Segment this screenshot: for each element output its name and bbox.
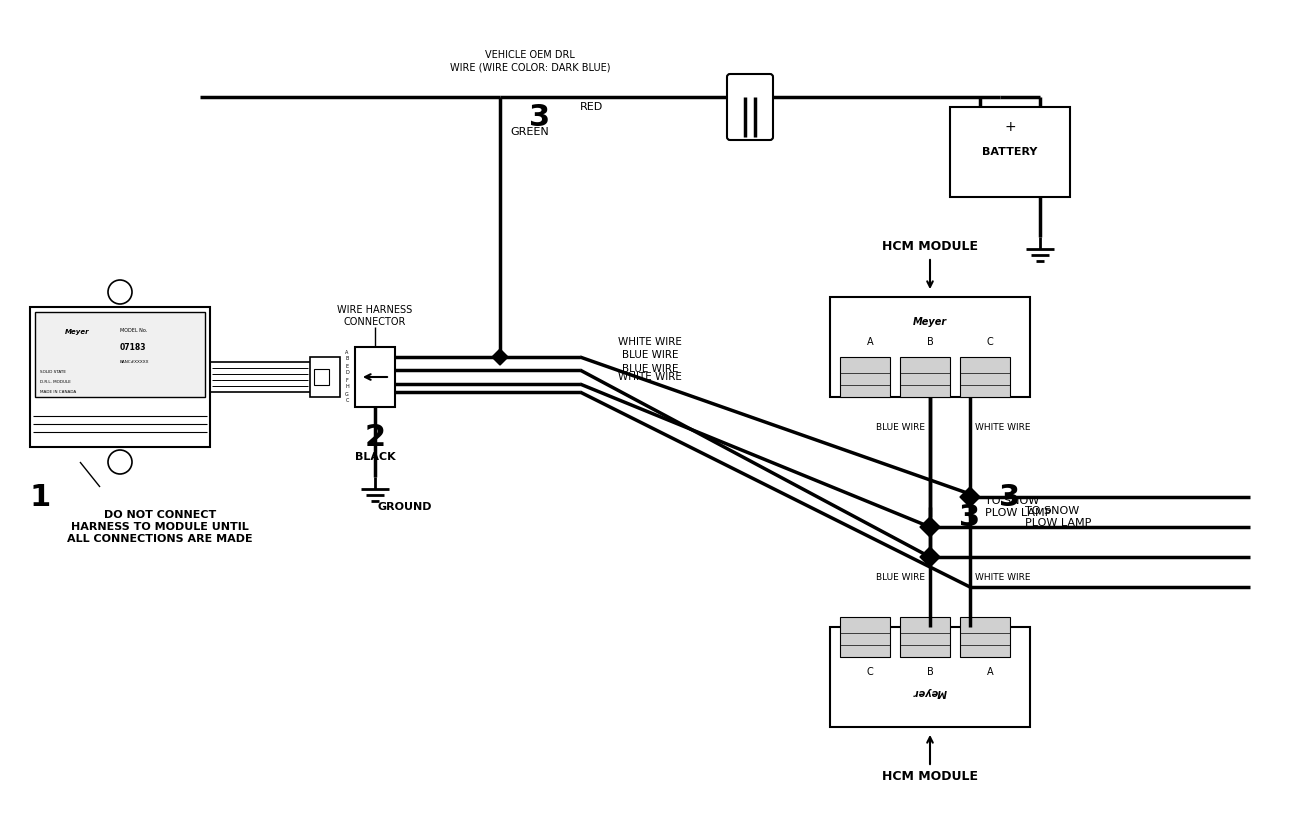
Bar: [899, 357, 950, 397]
Bar: [35, 312, 205, 397]
Text: 3: 3: [960, 502, 981, 532]
Text: WHITE WIRE: WHITE WIRE: [975, 573, 1030, 582]
Bar: [950, 107, 1070, 197]
Text: 2: 2: [364, 422, 385, 452]
Text: WIRE HARNESS
CONNECTOR: WIRE HARNESS CONNECTOR: [337, 306, 413, 327]
Text: BLUE WIRE: BLUE WIRE: [621, 364, 678, 374]
Text: BLUE WIRE: BLUE WIRE: [621, 350, 678, 360]
Bar: [840, 357, 890, 397]
Polygon shape: [960, 487, 981, 507]
Text: BANC#XXXXX: BANC#XXXXX: [121, 360, 149, 364]
Text: B: B: [345, 356, 349, 361]
Text: +: +: [1004, 120, 1016, 134]
Text: WHITE WIRE: WHITE WIRE: [617, 337, 682, 347]
Text: SOLID STATE: SOLID STATE: [41, 370, 66, 374]
Text: B: B: [927, 337, 933, 347]
Text: GROUND: GROUND: [378, 502, 433, 512]
Text: 07183: 07183: [121, 342, 147, 351]
Text: F: F: [346, 377, 349, 382]
Bar: [355, 347, 395, 407]
Text: A: A: [987, 667, 994, 677]
FancyBboxPatch shape: [728, 74, 773, 140]
Polygon shape: [920, 517, 940, 537]
Text: RED: RED: [579, 102, 603, 112]
Text: D: D: [345, 370, 349, 376]
Text: GREEN: GREEN: [510, 127, 549, 137]
Text: HCM MODULE: HCM MODULE: [882, 240, 978, 253]
Text: MODEL No.: MODEL No.: [121, 328, 147, 333]
Text: Meyer: Meyer: [66, 329, 89, 335]
Polygon shape: [492, 349, 507, 365]
Text: HCM MODULE: HCM MODULE: [882, 770, 978, 784]
Text: C: C: [867, 667, 873, 677]
Bar: [960, 357, 1009, 397]
Text: C: C: [345, 399, 349, 404]
Text: TO SNOW
PLOW LAMP: TO SNOW PLOW LAMP: [985, 496, 1051, 518]
Text: G: G: [345, 391, 349, 396]
Text: C: C: [987, 337, 994, 347]
Text: D.R.L. MODULE: D.R.L. MODULE: [41, 380, 71, 384]
Bar: [30, 307, 210, 447]
Text: 3: 3: [530, 102, 551, 132]
Bar: [315, 369, 329, 385]
Text: WHITE WIRE: WHITE WIRE: [617, 372, 682, 382]
Text: E: E: [345, 364, 349, 368]
Text: Meyer: Meyer: [912, 317, 947, 327]
Text: A: A: [345, 350, 349, 355]
Text: BLUE WIRE: BLUE WIRE: [876, 573, 926, 582]
Text: 1: 1: [29, 483, 51, 511]
Bar: [840, 617, 890, 657]
Text: H: H: [345, 385, 349, 390]
Polygon shape: [920, 547, 940, 567]
Bar: [960, 617, 1009, 657]
Bar: [899, 617, 950, 657]
Bar: [309, 357, 340, 397]
Bar: [830, 627, 1030, 727]
Text: VEHICLE OEM DRL
WIRE (WIRE COLOR: DARK BLUE): VEHICLE OEM DRL WIRE (WIRE COLOR: DARK B…: [450, 51, 610, 72]
Text: TO SNOW
PLOW LAMP: TO SNOW PLOW LAMP: [1025, 507, 1091, 528]
Text: BLUE WIRE: BLUE WIRE: [876, 422, 926, 431]
Text: WHITE WIRE: WHITE WIRE: [975, 422, 1030, 431]
Text: BLACK: BLACK: [355, 452, 396, 462]
Text: DO NOT CONNECT
HARNESS TO MODULE UNTIL
ALL CONNECTIONS ARE MADE: DO NOT CONNECT HARNESS TO MODULE UNTIL A…: [67, 511, 253, 543]
Text: 3: 3: [999, 483, 1020, 511]
Text: MADE IN CANADA: MADE IN CANADA: [41, 390, 76, 394]
Text: B: B: [927, 667, 933, 677]
Bar: [830, 297, 1030, 397]
Text: Meyer: Meyer: [912, 687, 947, 697]
Text: A: A: [867, 337, 873, 347]
Text: BATTERY: BATTERY: [982, 147, 1038, 157]
